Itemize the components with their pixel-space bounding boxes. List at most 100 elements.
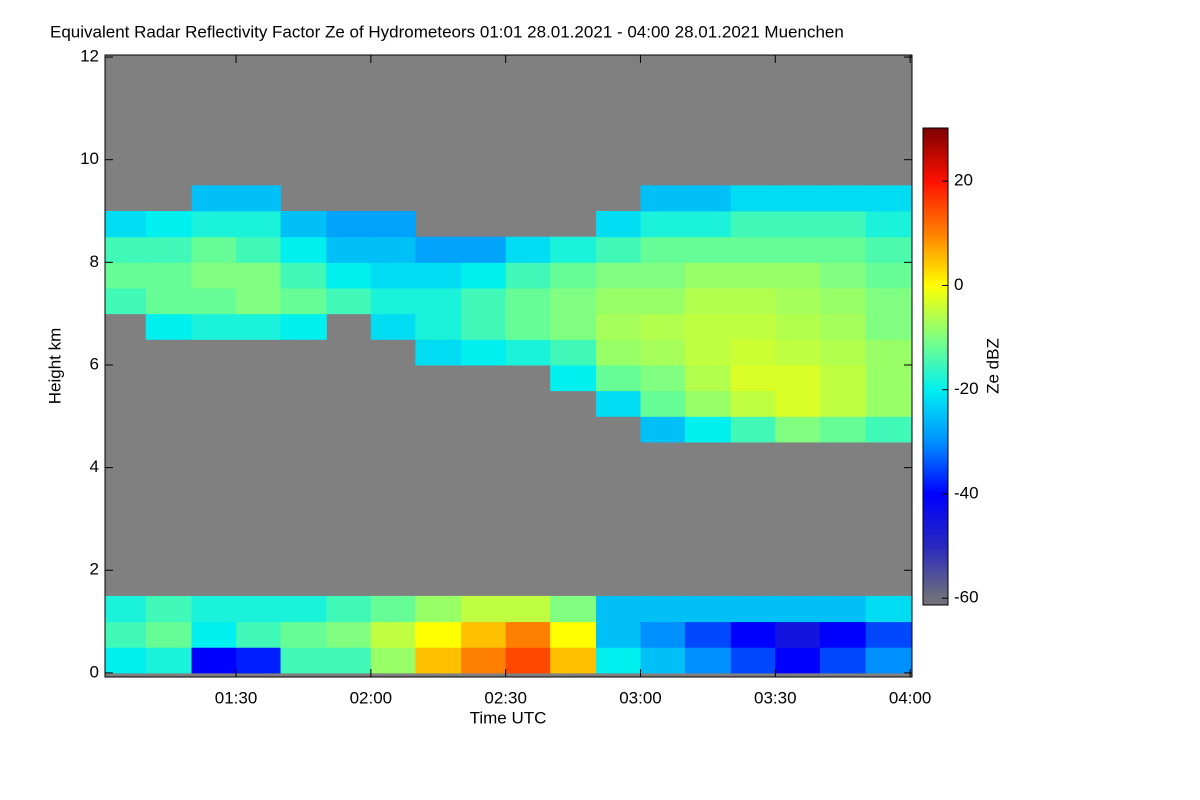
heatmap-cell (595, 390, 641, 417)
heatmap-cell (640, 236, 686, 263)
heatmap-cell (595, 647, 641, 674)
heatmap-cell (775, 211, 821, 238)
x-tick-label: 02:30 (484, 688, 527, 707)
heatmap-cell (236, 621, 282, 648)
heatmap-cell (684, 390, 732, 417)
heatmap-cell (775, 390, 821, 417)
heatmap-cell (550, 313, 597, 340)
heatmap-cell (105, 621, 147, 648)
x-tick-label: 04:00 (889, 688, 932, 707)
heatmap-cell (326, 287, 372, 315)
heatmap-cell (775, 262, 821, 289)
heatmap-cell (505, 262, 551, 289)
heatmap-cell (550, 647, 597, 674)
heatmap-cell (865, 236, 912, 263)
heatmap-cell (370, 211, 416, 238)
heatmap-cell (191, 595, 237, 623)
heatmap-cell (461, 647, 507, 674)
heatmap-cell (415, 262, 462, 289)
y-tick-label: 12 (80, 47, 99, 66)
y-tick-label: 4 (90, 457, 99, 476)
colorbar-tick-label: 20 (954, 171, 973, 190)
heatmap-cell (684, 364, 732, 392)
heatmap-cell (505, 621, 551, 648)
heatmap-cell (280, 211, 327, 238)
heatmap-cell (191, 647, 237, 674)
heatmap-cell (684, 185, 732, 212)
heatmap-cell (775, 236, 821, 263)
heatmap-cell (191, 262, 237, 289)
heatmap-cell (865, 287, 912, 315)
heatmap-cell (684, 647, 732, 674)
heatmap-cell (775, 621, 821, 648)
heatmap-cell (865, 595, 912, 623)
heatmap-cell (145, 647, 193, 674)
heatmap-cell (370, 313, 416, 340)
heatmap-cell (326, 262, 372, 289)
heatmap-cell (730, 211, 776, 238)
plot-frame (104, 54, 913, 678)
colorbar (922, 127, 949, 606)
heatmap-cell (236, 185, 282, 212)
heatmap-cell (865, 647, 912, 674)
heatmap-cell (370, 236, 416, 263)
heatmap-cell (505, 313, 551, 340)
heatmap-cell (236, 647, 282, 674)
y-tick-label: 2 (90, 560, 99, 579)
heatmap-cell (640, 416, 686, 443)
heatmap-cell (326, 211, 372, 238)
heatmap-cell (145, 287, 193, 315)
colorbar-tick-label: 0 (954, 275, 963, 294)
heatmap-cell (819, 621, 867, 648)
heatmap-cell (640, 211, 686, 238)
heatmap-cell (684, 236, 732, 263)
heatmap-cell (819, 211, 867, 238)
heatmap-cell (640, 364, 686, 392)
heatmap-cell (819, 595, 867, 623)
heatmap-cell (326, 647, 372, 674)
y-tick-label: 6 (90, 354, 99, 373)
heatmap-cell (684, 287, 732, 315)
heatmap-cell (326, 621, 372, 648)
heatmap-cell (819, 185, 867, 212)
heatmap-cell (775, 647, 821, 674)
x-tick-label: 01:30 (215, 688, 258, 707)
heatmap-cell (550, 262, 597, 289)
heatmap-cell (105, 595, 147, 623)
heatmap-cell (730, 416, 776, 443)
heatmap-cell (775, 364, 821, 392)
heatmap-cell (640, 595, 686, 623)
heatmap-cell (640, 647, 686, 674)
heatmap-cell (505, 339, 551, 366)
heatmap-cell (236, 313, 282, 340)
heatmap-cell (145, 621, 193, 648)
heatmap-cell (280, 647, 327, 674)
heatmap-cell (280, 262, 327, 289)
heatmap-cell (550, 595, 597, 623)
heatmap-cell (105, 211, 147, 238)
heatmap-cell (236, 287, 282, 315)
heatmap-cell (819, 287, 867, 315)
heatmap-cell (236, 236, 282, 263)
heatmap-cell (684, 262, 732, 289)
heatmap-cell (595, 262, 641, 289)
heatmap-cell (595, 287, 641, 315)
heatmap-cell (595, 364, 641, 392)
heatmap-cell (730, 364, 776, 392)
heatmap-cell (415, 313, 462, 340)
heatmap-cell (191, 185, 237, 212)
heatmap-cell (550, 621, 597, 648)
heatmap-cell (550, 364, 597, 392)
heatmap-cell (684, 313, 732, 340)
heatmap-cell (730, 262, 776, 289)
heatmap-cell (280, 595, 327, 623)
heatmap-cell (595, 211, 641, 238)
y-tick-label: 10 (80, 149, 99, 168)
heatmap-cell (191, 621, 237, 648)
heatmap-cell (819, 390, 867, 417)
heatmap-cell (730, 339, 776, 366)
heatmap-cell (775, 185, 821, 212)
heatmap-cell (236, 262, 282, 289)
heatmap-cell (730, 236, 776, 263)
heatmap-cell (595, 236, 641, 263)
